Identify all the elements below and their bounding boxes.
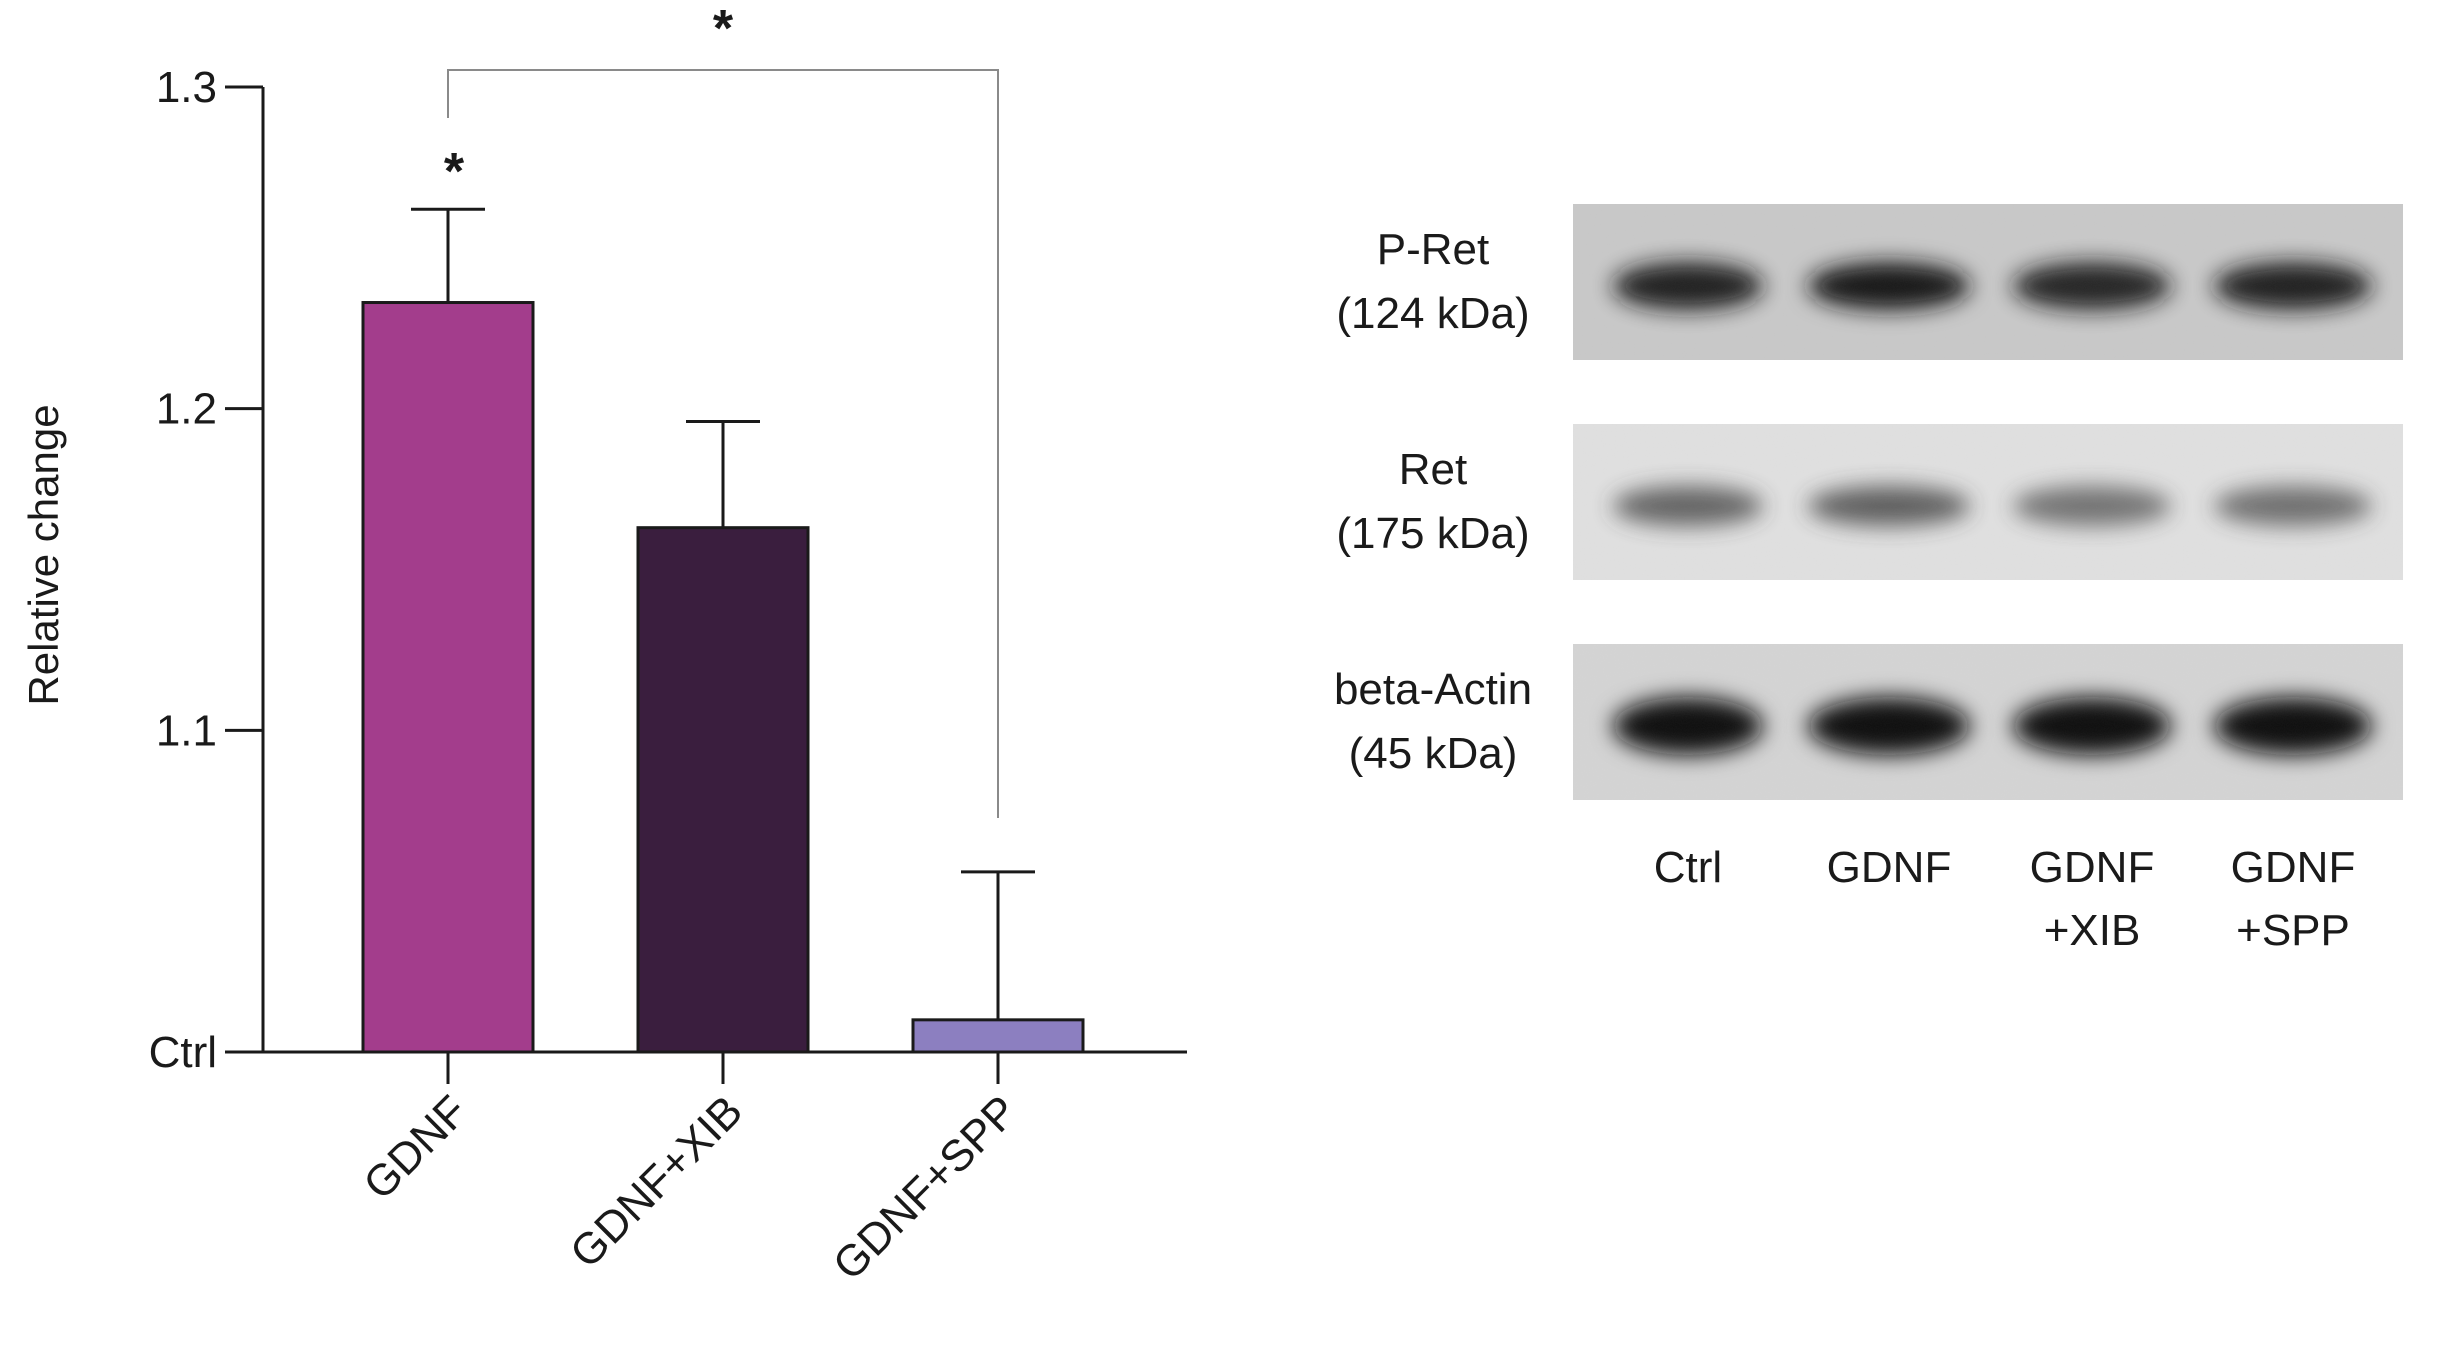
- x-tick-label: GDNF+XIB: [561, 1086, 752, 1277]
- blot-lane-label: GDNF: [2231, 843, 2356, 892]
- blot-row: P-Ret (124 kDa): [1336, 204, 2403, 360]
- y-tick-label: 1.1: [156, 706, 217, 755]
- blot-row-label: beta-Actin: [1334, 665, 1532, 714]
- bar: [911, 1018, 1085, 1054]
- blot-row-size: (124 kDa): [1336, 289, 1529, 338]
- blot-texture: [1573, 204, 2403, 360]
- bar: [636, 526, 810, 1054]
- x-tick-label: GDNF: [354, 1086, 477, 1209]
- bar: [361, 301, 535, 1054]
- significance-bracket: [447, 69, 999, 818]
- x-tick-label: GDNF+SPP: [824, 1086, 1027, 1289]
- blot-lane-label: GDNF: [1827, 843, 1952, 892]
- blot-lane-label: Ctrl: [1654, 843, 1722, 892]
- blot-texture: [1573, 424, 2403, 580]
- blot-row-size: (45 kDa): [1349, 729, 1518, 778]
- blot-row-label: P-Ret: [1377, 225, 1489, 274]
- significance-star: *: [444, 143, 465, 201]
- blot-lane-label: +SPP: [2236, 906, 2350, 955]
- y-tick-label: Ctrl: [149, 1028, 217, 1077]
- y-tick-label: 1.2: [156, 385, 217, 434]
- x-axis: GDNF GDNF+XIB GDNF+SPP: [263, 1050, 1187, 1290]
- blot-row-size: (175 kDa): [1336, 509, 1529, 558]
- blot-lane-label: +XIB: [2044, 906, 2141, 955]
- blot-row: beta-Actin (45 kDa): [1334, 644, 2403, 800]
- blot-lane-label: GDNF: [2030, 843, 2155, 892]
- western-blot-panel: P-Ret (124 kDa) Ret (175 kDa) beta-Actin (45 …: [1334, 204, 2403, 955]
- y-tick-label: 1.3: [156, 63, 217, 112]
- significance-star: *: [713, 0, 734, 58]
- blot-row-label: Ret: [1399, 445, 1467, 494]
- blot-row: Ret (175 kDa): [1336, 424, 2403, 580]
- y-axis-label: Relative change: [20, 404, 67, 705]
- y-axis: Ctrl 1.1 1.2 1.3: [149, 63, 265, 1077]
- significance-annotations: **: [444, 0, 999, 818]
- bars: [361, 207, 1085, 1054]
- blot-texture: [1573, 644, 2403, 800]
